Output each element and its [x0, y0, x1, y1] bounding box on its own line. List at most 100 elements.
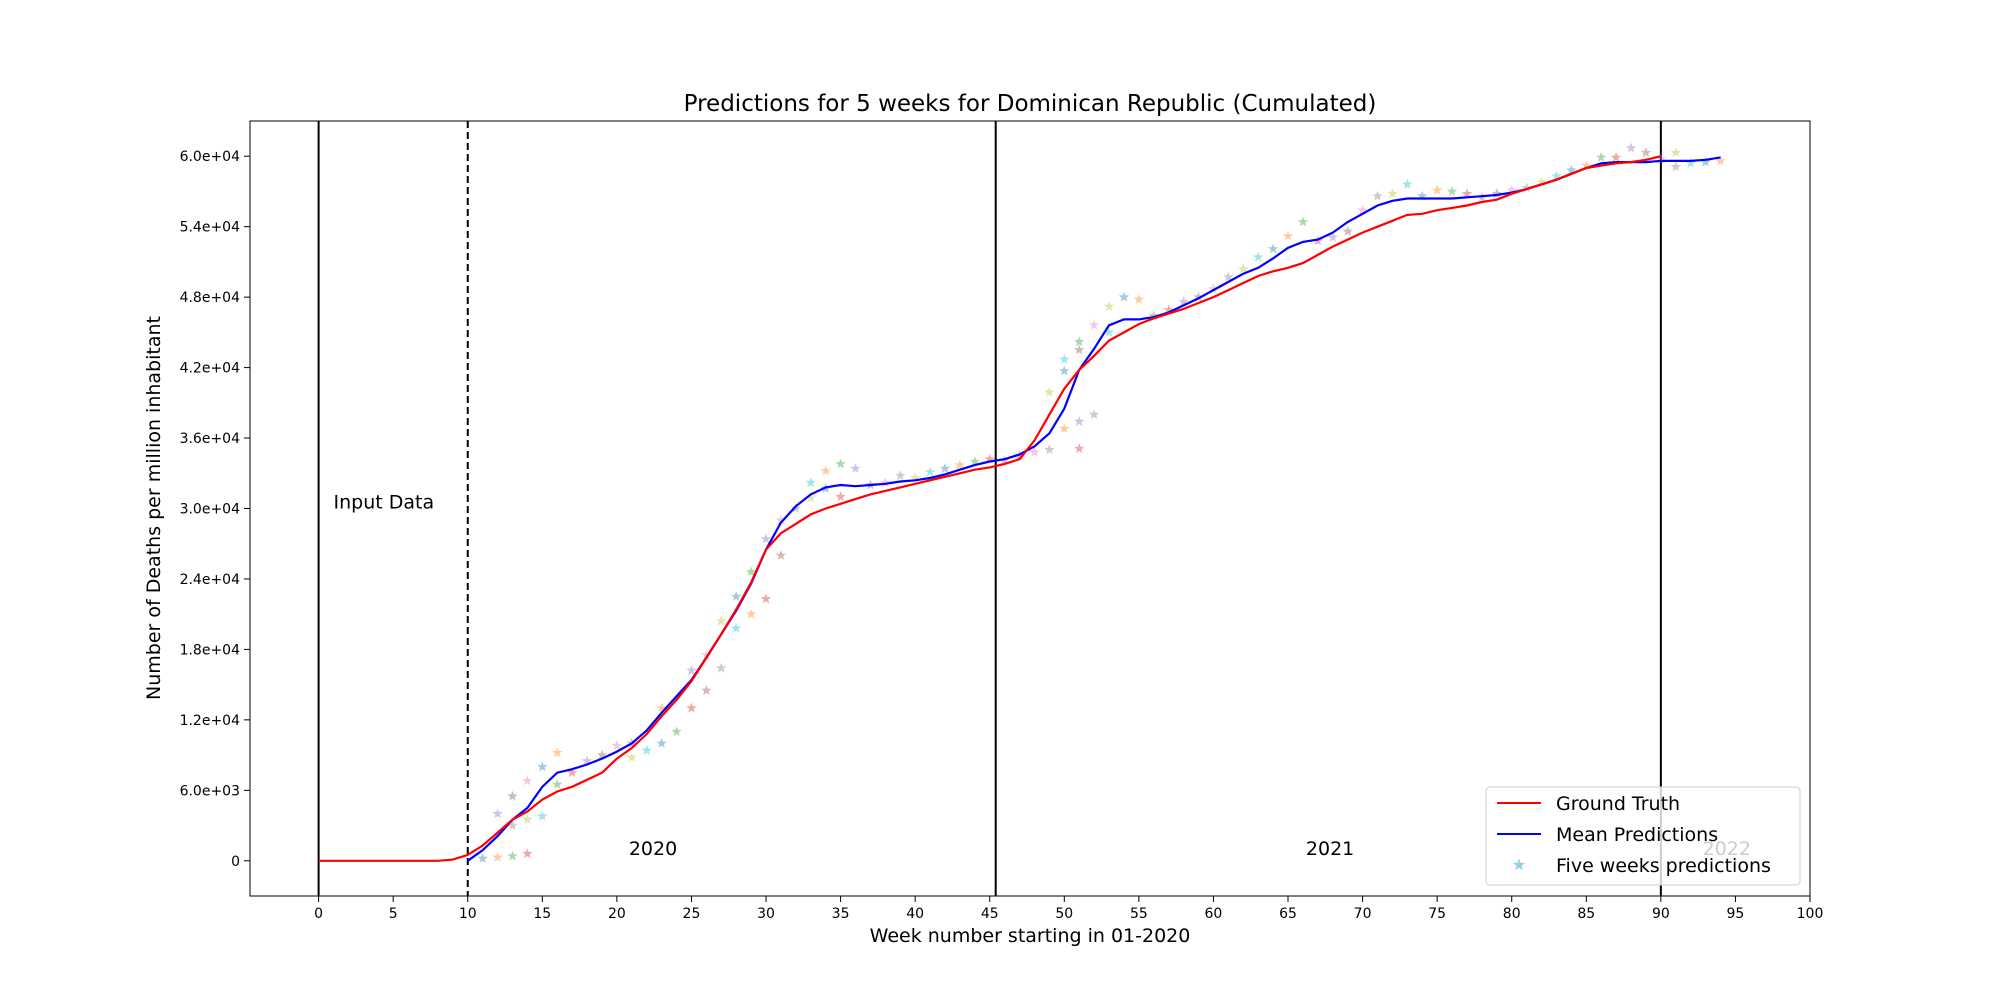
y-tick-label: 3.6e+04 — [180, 431, 241, 447]
prediction-point — [1088, 409, 1100, 419]
prediction-point — [716, 615, 727, 626]
prediction-point — [716, 662, 727, 673]
prediction-point — [1357, 204, 1368, 215]
prediction-point — [1253, 251, 1264, 262]
prediction-point — [775, 550, 787, 560]
y-tick-label: 4.8e+04 — [180, 290, 241, 306]
prediction-point — [745, 566, 757, 577]
year-divider-lines — [317, 121, 1662, 896]
prediction-point — [581, 755, 593, 766]
prediction-point — [1461, 188, 1473, 199]
prediction-point — [1208, 283, 1219, 294]
prediction-point — [880, 477, 891, 488]
prediction-point — [1148, 310, 1159, 321]
prediction-point — [507, 820, 518, 830]
prediction-point — [1342, 225, 1353, 236]
prediction-point — [895, 470, 906, 481]
prediction-point — [1446, 186, 1458, 196]
prediction-point — [1074, 336, 1085, 347]
prediction-point — [790, 503, 802, 513]
y-axis-ticks: 0 6.0e+03 1.2e+04 1.8e+04 2.4e+04 3.0e+04 3.6e… — [180, 149, 250, 870]
prediction-point — [1536, 176, 1547, 187]
prediction-point — [1238, 263, 1249, 274]
y-tick-label: 4.2e+04 — [180, 361, 241, 377]
prediction-point — [1074, 416, 1085, 427]
prediction-point — [1417, 190, 1428, 201]
x-tick-label: 85 — [1577, 906, 1595, 922]
prediction-point — [1655, 153, 1667, 163]
prediction-point — [1103, 326, 1115, 337]
prediction-point — [1088, 319, 1100, 330]
legend-five-weeks-swatch — [1512, 858, 1526, 871]
series-line-ground-truth — [318, 155, 1662, 862]
x-tick-label: 50 — [1055, 906, 1073, 922]
x-tick-label: 90 — [1652, 906, 1670, 922]
prediction-point — [1059, 423, 1070, 434]
prediction-point — [969, 456, 980, 466]
prediction-point — [835, 491, 846, 502]
legend-star-icon — [1512, 858, 1526, 871]
prediction-point — [552, 778, 563, 789]
y-tick-label: 6.0e+04 — [180, 149, 241, 165]
prediction-point — [1103, 301, 1115, 311]
prediction-point — [492, 808, 503, 819]
series-line-mean-predictions — [467, 156, 1721, 862]
prediction-point — [1387, 188, 1398, 199]
x-tick-label: 30 — [757, 906, 775, 922]
y-tick-label: 6.0e+03 — [180, 783, 240, 799]
legend-box — [1485, 786, 1801, 886]
prediction-point — [1431, 184, 1443, 195]
prediction-point — [805, 477, 816, 488]
x-tick-label: 75 — [1428, 906, 1446, 922]
prediction-point — [954, 459, 966, 470]
x-tick-label: 95 — [1727, 906, 1745, 922]
y-tick-label: 1.8e+04 — [180, 642, 241, 658]
x-axis-ticks: 0 5 10 15 20 25 30 35 40 45 50 55 60 65 70 75 80 85 90 95 10… — [314, 896, 1823, 922]
prediction-point — [566, 767, 578, 778]
prediction-point — [686, 702, 697, 713]
x-tick-label: 100 — [1797, 906, 1824, 922]
prediction-point — [1700, 156, 1711, 167]
annotation-label: Input Data — [334, 492, 435, 514]
annotation-label: 2020 — [629, 838, 677, 860]
prediction-point — [611, 740, 623, 751]
prediction-point — [1044, 386, 1055, 397]
prediction-point — [522, 848, 533, 859]
prediction-point — [686, 665, 697, 675]
prediction-point — [1640, 147, 1652, 158]
plot-area — [249, 120, 1811, 897]
y-axis-label: Number of Deaths per million inhabitant — [143, 316, 165, 700]
prediction-point — [1372, 190, 1383, 201]
prediction-point — [805, 492, 816, 503]
prediction-point — [1223, 271, 1234, 282]
prediction-point — [641, 744, 652, 755]
prediction-point — [522, 814, 533, 825]
prediction-point — [1297, 216, 1309, 227]
prediction-point — [731, 591, 742, 601]
x-tick-label: 10 — [459, 906, 477, 922]
prediction-point — [1267, 243, 1279, 254]
prediction-point — [1685, 157, 1696, 168]
prediction-point — [760, 533, 772, 544]
prediction-point — [1282, 230, 1294, 241]
prediction-point — [537, 810, 548, 821]
prediction-point — [537, 761, 548, 772]
prediction-point — [1670, 147, 1681, 158]
legend-ground-truth-label: Ground Truth — [1556, 793, 1680, 815]
prediction-point — [1074, 443, 1085, 454]
prediction-point — [731, 622, 742, 633]
prediction-point — [1133, 294, 1145, 304]
prediction-point — [850, 463, 861, 473]
prediction-point — [984, 453, 995, 464]
x-tick-label: 25 — [683, 906, 701, 922]
prediction-point — [1193, 291, 1204, 302]
prediction-point — [507, 850, 518, 861]
prediction-point — [835, 458, 846, 469]
prediction-point — [760, 593, 772, 604]
prediction-point — [552, 747, 563, 758]
prediction-point — [477, 852, 488, 863]
five-week-prediction-points — [477, 142, 1726, 863]
prediction-point — [701, 685, 712, 695]
prediction-point — [1625, 142, 1637, 153]
